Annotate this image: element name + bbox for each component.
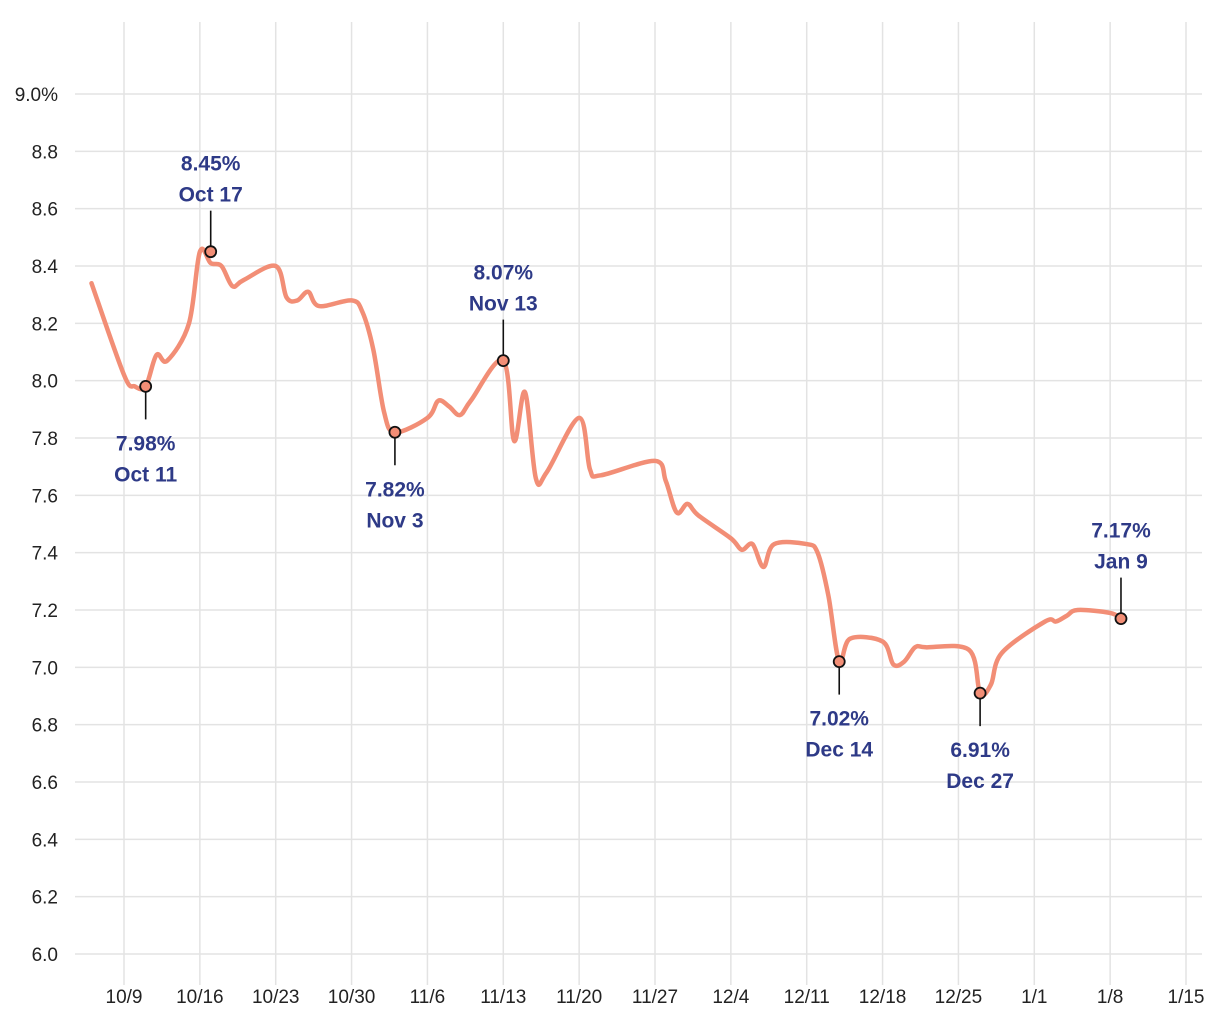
x-tick-label: 12/18 <box>859 987 907 1008</box>
annotation-value: 6.91% <box>950 739 1010 762</box>
y-tick-label: 8.8 <box>32 142 58 163</box>
annotation-value: 7.82% <box>365 478 425 501</box>
y-tick-label: 7.6 <box>32 486 58 507</box>
annotation-date: Jan 9 <box>1094 551 1148 574</box>
y-tick-label: 6.0 <box>32 945 58 966</box>
y-tick-label: 6.2 <box>32 888 58 909</box>
x-tick-label: 10/16 <box>176 987 224 1008</box>
annotation-date: Oct 11 <box>114 463 177 486</box>
y-tick-label: 8.4 <box>32 257 59 278</box>
x-tick-label: 10/30 <box>328 987 376 1008</box>
data-point-marker <box>1114 612 1128 625</box>
data-point-marker <box>832 655 846 668</box>
annotation-date: Dec 27 <box>946 770 1014 793</box>
annotation-date: Dec 14 <box>805 739 873 762</box>
y-tick-label: 6.6 <box>32 773 58 794</box>
y-tick-label: 7.8 <box>32 429 58 450</box>
x-tick-label: 11/13 <box>480 987 526 1008</box>
x-tick-label: 1/1 <box>1021 987 1047 1008</box>
x-axis-tick-labels: 10/9 10/16 10/23 10/30 11/6 11/13 11/20 11/27 12… <box>106 987 1205 1008</box>
annotation: 8.45% Oct 17 <box>179 153 243 259</box>
y-tick-label: 7.4 <box>32 544 59 565</box>
annotation-date: Oct 17 <box>179 184 243 207</box>
data-point-marker <box>973 686 987 700</box>
annotation: 7.02% Dec 14 <box>805 655 873 762</box>
annotation: 6.91% Dec 27 <box>946 686 1014 793</box>
y-tick-label: 8.2 <box>32 314 58 335</box>
rate-series <box>89 246 1124 698</box>
y-tick-label: 6.4 <box>32 830 59 851</box>
x-tick-label: 10/9 <box>106 987 143 1008</box>
y-tick-label: 7.2 <box>32 601 58 622</box>
x-tick-label: 12/25 <box>935 987 983 1008</box>
series-line <box>89 246 1124 698</box>
annotation-value: 7.02% <box>809 708 869 731</box>
annotation: 7.17% Jan 9 <box>1091 520 1151 625</box>
data-point-marker <box>204 245 218 259</box>
annotation: 7.98% Oct 11 <box>114 379 178 486</box>
annotation-date: Nov 3 <box>366 509 423 532</box>
x-tick-label: 10/23 <box>252 987 300 1008</box>
y-tick-label: 7.0 <box>32 658 58 679</box>
annotation-value: 8.45% <box>181 153 241 176</box>
annotation: 7.82% Nov 3 <box>365 425 425 532</box>
x-tick-label: 12/4 <box>712 987 749 1008</box>
y-tick-label: 8.0 <box>32 372 58 393</box>
x-tick-label: 1/15 <box>1168 987 1205 1008</box>
gridlines <box>75 22 1202 985</box>
y-tick-label: 8.6 <box>32 200 58 221</box>
y-axis-tick-labels: 6.0 6.2 6.4 6.6 6.8 7.0 7.2 7.4 7.6 7.8 8.0 8.2 8.4 8… <box>15 85 59 966</box>
data-point-marker <box>388 425 402 439</box>
point-annotations: 7.98% Oct 11 8.45% Oct 17 7.82% Nov 3 8.07% Nov… <box>114 153 1151 793</box>
annotation-value: 8.07% <box>474 262 534 285</box>
annotation: 8.07% Nov 13 <box>469 262 538 368</box>
annotation-value: 7.17% <box>1091 520 1151 543</box>
x-tick-label: 11/20 <box>556 987 602 1008</box>
x-tick-label: 11/6 <box>410 987 446 1008</box>
data-point-marker <box>139 379 153 393</box>
annotation-value: 7.98% <box>116 432 176 455</box>
x-tick-label: 11/27 <box>632 987 678 1008</box>
x-tick-label: 1/8 <box>1097 987 1123 1008</box>
y-tick-label: 6.8 <box>32 716 58 737</box>
annotation-date: Nov 13 <box>469 293 538 316</box>
y-tick-label: 9.0% <box>15 85 58 106</box>
x-tick-label: 12/11 <box>784 987 830 1008</box>
data-point-marker <box>496 354 510 368</box>
